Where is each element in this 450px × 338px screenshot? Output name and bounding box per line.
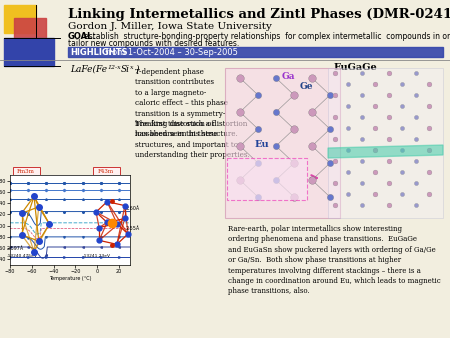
Bar <box>225 68 340 218</box>
Text: 12-x: 12-x <box>108 65 122 70</box>
Bar <box>328 68 443 218</box>
Polygon shape <box>328 145 443 158</box>
Text: Linking Intermetallics and Zintl Phases (DMR-0241092): Linking Intermetallics and Zintl Phases … <box>68 8 450 21</box>
Text: -13241.23eV: -13241.23eV <box>83 254 111 258</box>
Bar <box>4 38 54 66</box>
Bar <box>68 47 443 57</box>
Text: Si: Si <box>121 65 130 74</box>
Text: HIGHLIGHTS: HIGHLIGHTS <box>70 48 127 57</box>
Text: Eu: Eu <box>255 140 270 149</box>
Text: GOAL:: GOAL: <box>68 32 97 41</box>
X-axis label: Temperature (°C): Temperature (°C) <box>49 275 91 281</box>
Text: Ge: Ge <box>300 82 314 91</box>
Text: >>: >> <box>56 215 80 229</box>
Text: Rare-earth, polar intermetallics show interesting
ordering phenomena and phase t: Rare-earth, polar intermetallics show in… <box>228 225 441 295</box>
FancyBboxPatch shape <box>93 167 120 177</box>
Bar <box>14 18 46 46</box>
Text: 2.55Å: 2.55Å <box>125 225 140 231</box>
Bar <box>4 5 36 33</box>
Text: LaFe(Fe: LaFe(Fe <box>70 65 107 74</box>
FancyBboxPatch shape <box>13 167 40 177</box>
Text: 2.597Å: 2.597Å <box>7 245 24 250</box>
Text: F43m: F43m <box>98 169 114 174</box>
Text: from 1-Oct-2004 – 30-Sep-2005: from 1-Oct-2004 – 30-Sep-2005 <box>103 48 238 57</box>
Text: 2.60Å: 2.60Å <box>125 206 140 211</box>
Text: 0.07eV: 0.07eV <box>53 240 93 249</box>
Bar <box>227 158 307 200</box>
Text: Ga: Ga <box>282 72 296 81</box>
Text: x: x <box>130 65 134 70</box>
Text: ): ) <box>135 65 139 74</box>
Text: The first time such a distortion
has been seen in these
structures, and importan: The first time such a distortion has bee… <box>135 120 250 159</box>
Text: tailor new compounds with desired features.: tailor new compounds with desired featur… <box>68 39 239 48</box>
Text: EuGaGe: EuGaGe <box>333 63 377 72</box>
Text: Gordon J. Miller, Iowa State University: Gordon J. Miller, Iowa State University <box>68 22 272 31</box>
Text: establish  structure-bonding-property relationships  for complex intermetallic  : establish structure-bonding-property rel… <box>84 32 450 41</box>
Text: -13240.475eV: -13240.475eV <box>7 254 38 258</box>
Text: T-dependent phase
transition contributes
to a large magneto-
caloric effect – th: T-dependent phase transition contributes… <box>135 68 238 138</box>
Text: Fm3m: Fm3m <box>17 169 35 174</box>
